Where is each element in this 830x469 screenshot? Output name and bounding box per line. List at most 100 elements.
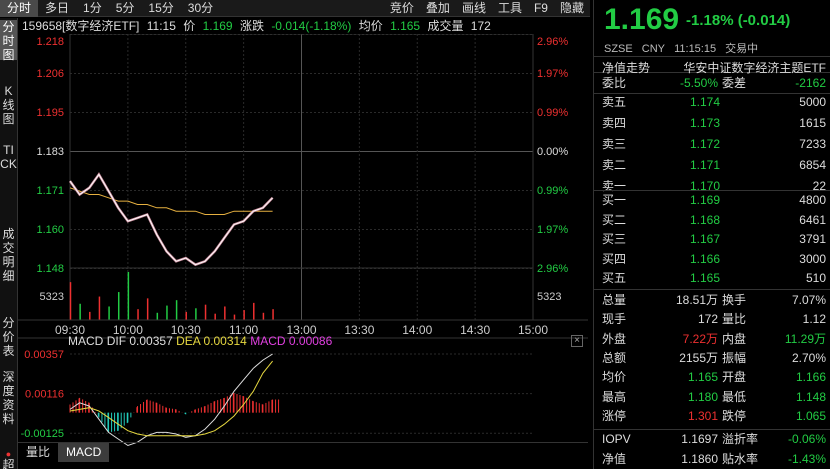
weibi-label: 委比 [602,76,627,90]
tool-button-3[interactable]: 工具 [497,0,522,15]
ask-volume: 7233 [799,137,826,151]
left-tab-4[interactable]: 分价表 [0,316,17,358]
period-tab-2[interactable]: 1分 [83,0,102,15]
left-tab-3[interactable]: 成交明细 [0,227,17,298]
y-axis-pct-label: 1.97% [537,68,568,80]
y-axis-pct-label: 0.99% [537,185,568,197]
fund-trend-link[interactable]: 净值走势 [602,61,651,75]
time-tick-label: 09:30 [55,323,85,337]
stat-row-value: 1.180 [687,389,718,404]
bid-price: 1.168 [689,212,720,227]
last-price: 1.169 [604,3,680,36]
time-tick-label: 13:30 [344,323,374,337]
period-tab-1[interactable]: 多日 [45,0,70,15]
left-tab-label: 分价表 [2,316,15,358]
stat-row-value2: 2.70% [791,350,826,365]
avg-label: 均价 [358,19,383,33]
info-avg: 1.165 [390,19,421,33]
ask-label: 卖四 [602,116,627,130]
bid-row[interactable]: 买四 1.166 3000 [594,250,830,269]
bid-row[interactable]: 买三 1.167 3791 [594,230,830,249]
bid-label: 买四 [602,251,627,266]
iopv-row-label: 净值 [602,451,627,466]
stat-row-value: 2155万 [679,350,718,365]
bid-volume: 3791 [799,232,826,246]
iopv-row-label2: 贴水率 [722,451,759,466]
macd-info: MACD DIF 0.00357 DEA 0.00314 MACD 0.0008… [68,334,332,348]
ask-volume: 6854 [799,158,826,172]
left-tab-label: K线图 [2,84,15,126]
ask-row[interactable]: 卖二 1.171 6854 [594,156,830,175]
weibi-value: -5.50% [679,76,718,90]
y-axis-label: 1.148 [36,263,64,275]
vol-label: 成交量 [427,19,464,33]
bid-label: 买三 [602,232,627,246]
stat-row-value: 18.51万 [675,293,718,307]
ask-row[interactable]: 卖四 1.173 1615 [594,114,830,133]
iopv-row: IOPV 1.1697 溢折率 -0.06% [594,430,830,449]
tool-button-4[interactable]: F9 [533,0,548,15]
bid-row[interactable]: 买二 1.168 6461 [594,211,830,230]
ask-volume: 1615 [799,116,826,130]
tool-button-0[interactable]: 竞价 [389,0,414,15]
macd-value: 0.00086 [288,334,333,348]
macd-title: MACD [68,334,104,348]
bid-label: 买五 [602,271,627,285]
stat-row-label2: 内盘 [722,331,747,346]
y-axis-label: 1.183 [36,146,64,158]
period-tab-3[interactable]: 5分 [115,0,135,15]
indicator-tab-1[interactable]: MACD [58,443,110,462]
tool-button-1[interactable]: 叠加 [425,0,450,15]
ask-row[interactable]: 卖三 1.172 7233 [594,135,830,154]
y-axis-label: 1.206 [36,68,64,80]
close-icon[interactable]: × [571,335,583,347]
info-price: 1.169 [202,19,233,33]
tool-button-2[interactable]: 画线 [461,0,486,15]
left-tab-6[interactable]: ●超级 [0,450,17,469]
fund-bar[interactable]: 净值走势 华安中证数字经济主题ETF [594,56,830,75]
chart-grid [69,34,534,321]
ask-row[interactable]: 卖一 1.170 22 [594,177,830,196]
y-axis-pct-label: 2.96% [537,263,568,275]
left-tab-label: 成交明细 [2,227,15,283]
ask-row[interactable]: 卖五 1.174 5000 [594,93,830,112]
indicator-tab-0[interactable]: 量比 [26,445,51,459]
tool-button-5[interactable]: 隐藏 [559,0,584,15]
bid-label: 买一 [602,193,627,207]
bid-row[interactable]: 买一 1.169 4800 [594,191,830,210]
iopv-row-label2: 溢折率 [722,432,759,446]
left-tab-0[interactable]: 分时图 [0,20,17,62]
bid-volume: 6461 [799,212,826,227]
chart-canvas[interactable]: 1.218 1.206 1.195 1.183 1.171 1.160 1.148 2.96%… [18,34,588,458]
stat-row-value2: 1.12 [802,312,826,327]
y-axis-label: 1.171 [36,185,64,197]
left-tab-1[interactable]: K线图 [0,84,17,126]
period-tab-4[interactable]: 15分 [148,0,174,15]
period-tab-5[interactable]: 30分 [187,0,214,15]
price-label: 价 [183,19,196,33]
time-tick-label: 11:00 [229,323,258,337]
y-axis-label: 1.160 [36,224,64,236]
dif-label: DIF [106,334,127,348]
quote-panel: 1.169 -1.18% (-0.014) SZSE CNY 11:15:15 … [593,0,830,469]
bid-volume: 4800 [799,193,826,207]
stat-row: 现手 172 量比 1.12 [594,310,830,329]
left-tab-5[interactable]: 深度资料 [0,370,17,446]
period-tab-0[interactable]: 分时 [0,0,39,17]
iopv-row-value: 1.1697 [681,432,718,446]
divider [594,190,830,191]
left-tab-2[interactable]: TICK [0,143,17,223]
y-axis-label: 1.218 [36,36,64,48]
stat-row-label: 总量 [602,293,627,307]
left-tab-label: 超级 [2,458,15,469]
time-tick-label: 13:00 [286,323,316,337]
bid-price: 1.165 [689,271,720,285]
ask-price: 1.173 [689,116,720,130]
bid-row[interactable]: 买五 1.165 510 [594,269,830,288]
ask-price: 1.172 [689,137,720,151]
bid-volume: 3000 [799,251,826,266]
stat-row-label2: 最低 [722,389,747,404]
price-line [69,173,273,266]
trade-status: 交易中 [725,43,759,55]
stat-row-label: 外盘 [602,331,627,346]
